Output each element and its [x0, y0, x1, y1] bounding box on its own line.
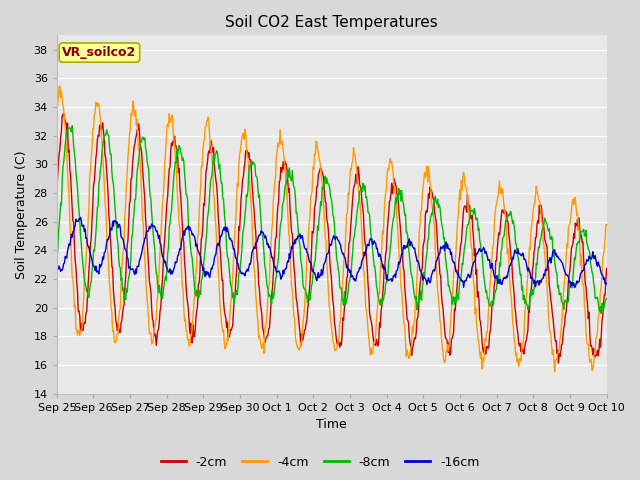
- Text: VR_soilco2: VR_soilco2: [62, 46, 136, 59]
- Y-axis label: Soil Temperature (C): Soil Temperature (C): [15, 150, 28, 279]
- Legend: -2cm, -4cm, -8cm, -16cm: -2cm, -4cm, -8cm, -16cm: [156, 451, 484, 474]
- Title: Soil CO2 East Temperatures: Soil CO2 East Temperatures: [225, 15, 438, 30]
- X-axis label: Time: Time: [316, 419, 347, 432]
